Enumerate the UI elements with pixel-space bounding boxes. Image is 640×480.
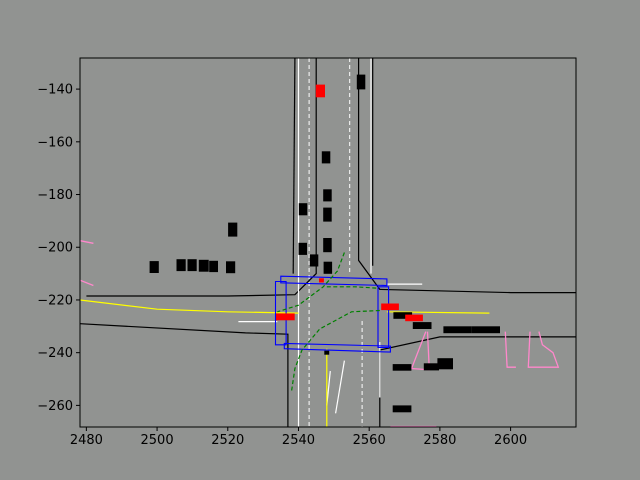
crosswalk-outline	[280, 275, 388, 287]
vehicle-box	[226, 261, 236, 274]
route-paths	[277, 252, 380, 393]
lane-line-white	[335, 360, 345, 414]
ego-agent-box	[276, 313, 295, 321]
ego-agent-box	[315, 84, 325, 98]
vehicle-box	[149, 261, 159, 273]
ego-agents	[276, 84, 423, 322]
vehicle-box	[324, 350, 330, 355]
road-edge-line	[292, 58, 296, 274]
ego-agent-box	[405, 314, 423, 322]
road-edge-line	[86, 58, 317, 297]
x-tick-label: 2560	[353, 433, 386, 448]
pedestrian-zone	[80, 240, 94, 244]
crosswalk-outline	[274, 280, 287, 346]
road-edge-line	[358, 58, 576, 294]
x-tick-label: 2520	[211, 433, 244, 448]
vehicle-box	[298, 203, 308, 216]
lane-lines-dashed	[308, 58, 363, 427]
plot-area	[80, 58, 576, 427]
y-axis: −140 −160 −180 −200 −220 −240 −260	[37, 83, 80, 414]
vehicle-box	[392, 364, 412, 371]
vehicle-box	[423, 363, 439, 371]
y-tick-label: −260	[37, 399, 73, 414]
crosswalk-outline	[377, 286, 390, 348]
vehicle-box	[323, 207, 332, 222]
x-tick-label: 2480	[70, 433, 103, 448]
y-tick-label: −200	[37, 241, 73, 256]
crosswalk-boxes	[274, 275, 391, 353]
vehicle-box	[321, 151, 331, 164]
centerline	[80, 299, 299, 314]
y-tick-label: −220	[37, 293, 73, 308]
y-tick-label: −140	[37, 83, 73, 98]
vehicle-box	[198, 259, 209, 272]
y-tick-label: −180	[37, 188, 73, 203]
vehicle-box	[187, 259, 197, 272]
vehicle-box	[323, 189, 332, 202]
vehicle-box	[176, 259, 186, 272]
y-tick-label: −240	[37, 346, 73, 361]
vehicle-box	[437, 358, 453, 370]
pedestrian-zone	[527, 331, 560, 368]
vehicle-box	[392, 405, 412, 413]
route-path	[326, 286, 377, 289]
centerline	[386, 311, 490, 314]
vehicle-box	[323, 238, 332, 253]
centerlines-yellow	[80, 299, 490, 427]
x-tick-label: 2580	[423, 433, 456, 448]
road-edge-line	[80, 323, 289, 427]
vehicle-box	[228, 222, 238, 237]
route-path	[277, 252, 345, 313]
vehicle-box	[209, 260, 218, 273]
pedestrian-zone	[410, 331, 430, 371]
vehicle-box	[393, 312, 413, 319]
x-axis: 2480 2500 2520 2540 2560 2580 2600	[70, 427, 527, 448]
vehicle-box	[298, 242, 307, 255]
x-tick-label: 2600	[494, 433, 527, 448]
pedestrian-zone	[504, 331, 516, 368]
vehicle-box	[443, 326, 472, 334]
vehicle-box	[412, 322, 432, 329]
x-tick-label: 2500	[141, 433, 174, 448]
lane-lines-white	[238, 58, 423, 427]
axes-frame	[79, 57, 577, 428]
vehicle-box	[356, 74, 366, 90]
ego-agent-box	[319, 278, 324, 283]
ego-agent-box	[381, 303, 399, 311]
vehicles	[149, 74, 500, 413]
pedestrian-zone	[80, 279, 94, 287]
route-path	[290, 309, 380, 393]
vehicle-box	[471, 326, 500, 334]
vehicle-box	[323, 261, 333, 274]
crosswalk-outline	[283, 342, 391, 353]
x-tick-label: 2540	[282, 433, 315, 448]
vehicle-box	[309, 254, 319, 267]
y-tick-label: −160	[37, 135, 73, 150]
